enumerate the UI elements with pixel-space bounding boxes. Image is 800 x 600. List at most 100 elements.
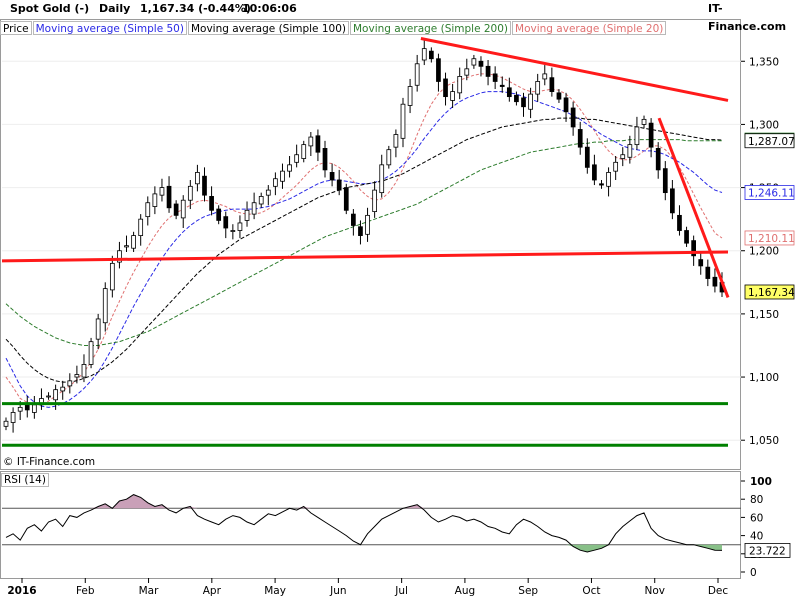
candle-body: [173, 203, 179, 216]
candle-body: [67, 380, 73, 387]
candle-body: [386, 149, 392, 166]
candle-body: [684, 230, 689, 244]
price-label-ma50: 1,246.11: [748, 187, 795, 199]
candle-body: [31, 404, 37, 413]
x-tick-label: Aug: [455, 585, 476, 597]
candle-body: [471, 58, 477, 66]
candle-body: [499, 84, 505, 87]
candle-body: [542, 73, 548, 80]
candle-body: [329, 172, 335, 181]
rsi-last-box: [744, 543, 791, 558]
candle-body: [492, 73, 498, 82]
candle-body: [450, 91, 455, 101]
candle-body: [514, 94, 519, 103]
candle-body: [549, 77, 555, 92]
candle-body: [407, 86, 413, 106]
candle-body: [10, 412, 16, 423]
candle-body: [584, 146, 590, 168]
rsi-tick-label: 80: [750, 494, 763, 506]
candle-body: [414, 63, 420, 86]
ma-line: [5, 139, 722, 346]
candle-body: [372, 189, 377, 212]
trendline-resistance-upper[interactable]: [420, 37, 729, 102]
candle-body: [613, 161, 619, 172]
rsi-panel-frame: [0, 471, 741, 579]
y-tick-label: 1,200: [749, 246, 779, 258]
candle-body: [74, 374, 80, 378]
candle-body: [322, 148, 328, 171]
candle-body: [379, 164, 385, 194]
main-panel-frame: [0, 19, 741, 470]
x-tick-label: Jul: [394, 585, 408, 597]
legend-ma50[interactable]: Moving average (Simple 50): [32, 21, 187, 35]
candle-body: [46, 395, 51, 398]
candle-body: [705, 266, 711, 279]
candle-body: [273, 178, 278, 187]
candle-body: [237, 222, 243, 231]
indicator-legend: Price Moving average (Simple 50) Moving …: [0, 21, 667, 35]
candle-body: [95, 318, 101, 340]
quote-label: 1,167.34 (-0.44%): [140, 2, 251, 15]
trendlines: [1, 37, 730, 447]
legend-ma200[interactable]: Moving average (Simple 200): [350, 21, 512, 35]
candle-body: [577, 129, 583, 148]
candle-body: [365, 214, 370, 235]
price-label-box: [744, 284, 795, 300]
y-tick-label: 1,350: [749, 56, 779, 68]
x-tick-label: May: [264, 585, 286, 597]
candle-body: [131, 235, 136, 249]
candle-body: [152, 193, 158, 207]
candle-body: [606, 172, 611, 187]
grid-lines: [2, 60, 741, 441]
candle-body: [351, 213, 356, 226]
candle-body: [336, 179, 342, 191]
candle-body: [287, 164, 292, 172]
price-labels: 1,287.601,287.071,246.111,210.111,167.34: [744, 132, 795, 300]
price-label-box: [744, 230, 795, 246]
candle-body: [662, 168, 668, 194]
x-tick-label: Mar: [139, 585, 159, 597]
y-tick-label: 1,300: [749, 119, 779, 131]
x-tick-label: Dec: [708, 585, 729, 597]
legend-price[interactable]: Price: [0, 21, 32, 35]
candle-body: [641, 118, 647, 125]
candle-body: [648, 122, 654, 148]
brand-label: IT-Finance.com: [708, 2, 787, 33]
candle-body: [428, 50, 434, 60]
candle-body: [117, 250, 122, 263]
ma-line: [5, 91, 723, 408]
moving-average-lines: [5, 73, 723, 408]
candle-body: [592, 164, 597, 181]
instrument-name: Spot Gold (-): [10, 2, 90, 15]
trendline-steep-down[interactable]: [657, 117, 730, 299]
rsi-panel: 10080604020023.722: [2, 476, 791, 579]
candle-body: [315, 135, 321, 153]
candle-body: [280, 170, 285, 182]
candle-body: [294, 154, 300, 163]
time-axis: 2016 Feb Mar Apr May Jun Jul Aug Sep Oct Nov Dec: [7, 578, 728, 597]
candle-body: [60, 386, 66, 392]
x-tick-label: Feb: [76, 585, 95, 597]
candle-body: [102, 288, 108, 324]
legend-ma100[interactable]: Moving average (Simple 100): [187, 21, 349, 35]
candle-body: [195, 172, 200, 185]
rsi-label[interactable]: RSI (14): [1, 473, 49, 487]
legend-ma20[interactable]: Moving average (Simple 20): [512, 21, 667, 35]
candle-body: [400, 103, 406, 139]
candle-body: [258, 196, 264, 205]
x-tick-label: Apr: [203, 585, 222, 597]
candle-body: [634, 126, 640, 146]
x-tick-label: Sep: [518, 585, 538, 597]
candle-body: [655, 148, 661, 171]
trendline-neckline[interactable]: [1, 250, 729, 263]
rsi-oversold-fill: [6, 544, 722, 552]
rsi-tick-label: 0: [750, 567, 757, 579]
candle-body: [230, 230, 236, 232]
candle-body: [698, 259, 704, 267]
candle-body: [109, 262, 115, 291]
candle-body: [145, 202, 151, 218]
ma-line: [5, 117, 723, 383]
candle-body: [53, 389, 58, 401]
